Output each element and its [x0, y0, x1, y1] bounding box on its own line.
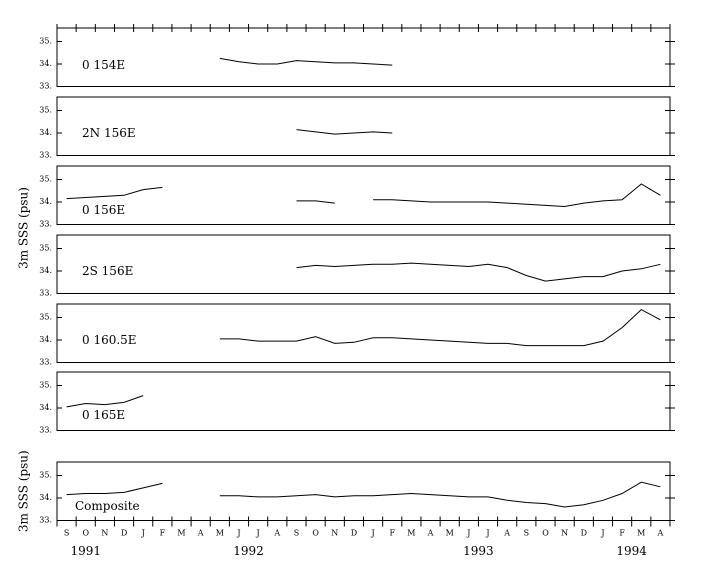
y-tick-label: 33. — [39, 289, 52, 298]
panel-label: 0 156E — [82, 203, 125, 217]
x-tick-label: M — [216, 529, 224, 538]
x-tick-label: N — [331, 529, 338, 538]
y-tick-label: 33. — [39, 516, 52, 525]
x-tick-label: J — [370, 529, 374, 538]
x-tick-label: M — [446, 529, 454, 538]
x-tick-label: F — [160, 529, 166, 538]
x-tick-label: A — [657, 529, 664, 538]
y-tick-label: 35. — [39, 471, 52, 480]
y-tick-label: 35. — [39, 381, 52, 390]
x-tick-label: M — [407, 529, 415, 538]
series-line — [66, 395, 144, 408]
panel-label: 0 154E — [82, 58, 125, 72]
panel-label: 2N 156E — [82, 126, 136, 140]
x-tick-label: J — [485, 529, 489, 538]
x-tick-label: F — [619, 529, 625, 538]
x-tick-label: J — [141, 529, 145, 538]
x-tick-label: M — [637, 529, 645, 538]
panel-label: 2S 156E — [82, 264, 133, 278]
panel-frame — [56, 371, 671, 431]
x-tick-label: J — [236, 529, 240, 538]
x-tick-label: S — [524, 529, 529, 538]
x-tick-label: A — [273, 529, 280, 538]
series-line — [219, 308, 661, 347]
y-tick-label: 33. — [39, 426, 52, 435]
x-tick-label: N — [561, 529, 568, 538]
x-tick-label: J — [600, 529, 604, 538]
panel-label: 0 165E — [82, 408, 125, 422]
y-tick-label: 34. — [39, 335, 52, 344]
panel-frame — [56, 165, 671, 225]
year-label: 1993 — [463, 544, 494, 558]
x-tick-label: M — [177, 529, 185, 538]
y-tick-label: 34. — [39, 197, 52, 206]
y-axis-label: 3m SSS (psu) — [17, 450, 31, 532]
panel-label: 0 160.5E — [82, 333, 137, 347]
y-tick-label: 34. — [39, 266, 52, 275]
y-tick-label: 35. — [39, 175, 52, 184]
y-tick-label: 33. — [39, 151, 52, 160]
y-tick-label: 35. — [39, 37, 52, 46]
x-tick-label: S — [64, 529, 69, 538]
y-tick-label: 35. — [39, 106, 52, 115]
x-tick-label: A — [427, 529, 434, 538]
panel-frame — [56, 96, 671, 156]
panel-frame — [56, 303, 671, 363]
x-tick-label: O — [82, 529, 89, 538]
x-tick-label: J — [466, 529, 470, 538]
x-tick-label: D — [121, 529, 127, 538]
y-tick-label: 34. — [39, 59, 52, 68]
y-tick-label: 35. — [39, 313, 52, 322]
x-tick-label: A — [197, 529, 204, 538]
x-tick-label: O — [312, 529, 319, 538]
x-tick-label: F — [389, 529, 395, 538]
year-label: 1992 — [233, 544, 264, 558]
y-tick-label: 33. — [39, 358, 52, 367]
panel-label: Composite — [75, 499, 140, 513]
x-tick-label: A — [503, 529, 510, 538]
series-line — [219, 57, 393, 66]
y-tick-label: 34. — [39, 493, 52, 502]
panel-frame — [56, 234, 671, 294]
series-line — [296, 129, 393, 135]
year-label: 1991 — [70, 544, 101, 558]
x-tick-label: D — [581, 529, 587, 538]
x-tick-label: O — [542, 529, 549, 538]
y-tick-label: 33. — [39, 220, 52, 229]
y-tick-label: 34. — [39, 128, 52, 137]
series-line — [66, 481, 661, 508]
y-tick-label: 35. — [39, 244, 52, 253]
y-tick-label: 33. — [39, 82, 52, 91]
x-tick-label: D — [351, 529, 357, 538]
series-line — [296, 262, 661, 282]
y-tick-label: 34. — [39, 403, 52, 412]
x-tick-label: S — [294, 529, 299, 538]
series-line — [66, 183, 661, 208]
year-label: 1994 — [616, 544, 647, 558]
x-tick-label: J — [256, 529, 260, 538]
y-axis-label: 3m SSS (psu) — [17, 187, 31, 269]
x-tick-label: N — [101, 529, 108, 538]
